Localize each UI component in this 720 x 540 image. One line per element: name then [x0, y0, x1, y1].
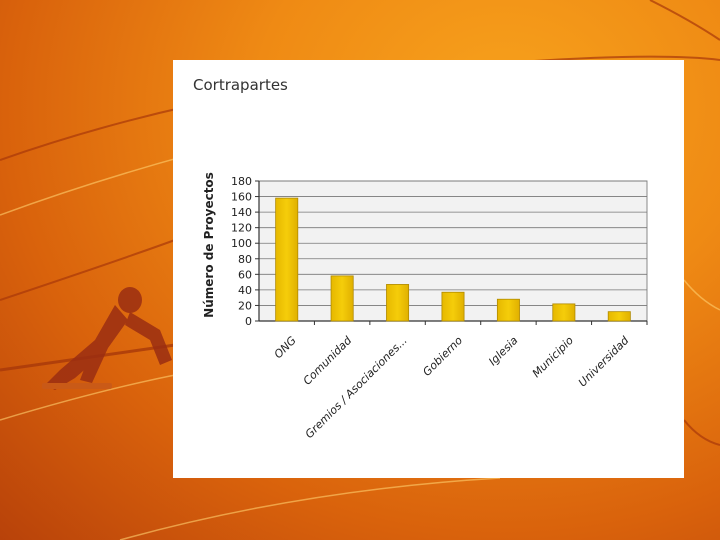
y-tick-label: 120 — [231, 222, 252, 235]
y-tick-label: 80 — [238, 253, 252, 266]
bar — [386, 284, 410, 322]
y-tick-label: 160 — [231, 191, 252, 204]
bar — [441, 291, 465, 322]
y-tick-label: 180 — [231, 175, 252, 188]
chart-title: Cortrapartes — [193, 76, 288, 94]
y-axis-title: Número de Proyectos — [202, 172, 216, 318]
x-tick-label: Municipio — [530, 334, 576, 380]
bar — [275, 197, 299, 322]
bar-chart: 0 20 40 60 80 100 120 140 160 180 ONG ComunidadGrem… — [202, 172, 648, 441]
y-tick-label: 100 — [231, 237, 252, 250]
y-tick-label: 0 — [245, 315, 252, 328]
bar — [552, 303, 576, 322]
x-tick-label: ONG — [272, 334, 299, 361]
x-tick-label: Universidad — [576, 333, 632, 389]
y-tick-label: 20 — [238, 299, 252, 312]
y-tick-label: 40 — [238, 284, 252, 297]
y-tick-label: 60 — [238, 268, 252, 281]
bar — [607, 311, 631, 322]
bar — [330, 275, 354, 322]
x-tick-label: Iglesia — [486, 334, 521, 369]
runner-silhouette-icon — [42, 287, 172, 390]
chart-panel: Cortrapartes 0 20 40 60 80 100 120 140 160 180 ONG… — [173, 60, 684, 478]
x-tick-label: Gobierno — [420, 334, 465, 379]
y-tick-label: 140 — [231, 206, 252, 219]
x-tick-label: Gremios / Asociaciones... — [303, 334, 410, 441]
x-tick-label: Comunidad — [301, 333, 355, 387]
bar — [496, 298, 520, 322]
